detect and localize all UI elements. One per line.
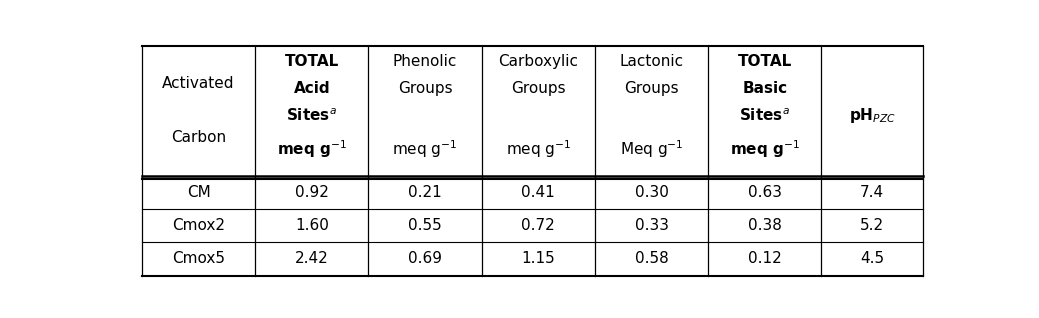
Text: Acid: Acid	[294, 81, 330, 96]
Text: 0.69: 0.69	[408, 252, 442, 266]
Text: Groups: Groups	[398, 81, 452, 96]
Text: 0.21: 0.21	[408, 185, 442, 200]
Text: TOTAL: TOTAL	[738, 54, 792, 69]
Text: Sites$^a$: Sites$^a$	[740, 107, 791, 124]
Text: Meq g$^{-1}$: Meq g$^{-1}$	[620, 139, 684, 160]
Text: 0.38: 0.38	[748, 218, 781, 233]
Text: Activated

Carbon: Activated Carbon	[162, 76, 235, 145]
Text: Groups: Groups	[511, 81, 565, 96]
Text: meq g$^{-1}$: meq g$^{-1}$	[506, 139, 571, 160]
Text: Lactonic: Lactonic	[619, 54, 684, 69]
Text: Sites$^a$: Sites$^a$	[287, 107, 338, 124]
Text: 0.41: 0.41	[522, 185, 555, 200]
Text: 7.4: 7.4	[860, 185, 884, 200]
Text: CM: CM	[187, 185, 211, 200]
Text: 0.12: 0.12	[748, 252, 781, 266]
Text: 0.33: 0.33	[635, 218, 669, 233]
Text: 0.72: 0.72	[522, 218, 555, 233]
Text: 0.58: 0.58	[635, 252, 668, 266]
Text: Basic: Basic	[742, 81, 788, 96]
Text: meq g$^{-1}$: meq g$^{-1}$	[729, 139, 800, 160]
Text: Carboxylic: Carboxylic	[499, 54, 579, 69]
Text: pH$_{PZC}$: pH$_{PZC}$	[849, 106, 896, 125]
Text: 1.15: 1.15	[522, 252, 555, 266]
Text: 0.55: 0.55	[408, 218, 442, 233]
Text: 2.42: 2.42	[295, 252, 328, 266]
Text: Cmox2: Cmox2	[172, 218, 225, 233]
Text: 5.2: 5.2	[860, 218, 884, 233]
Text: 4.5: 4.5	[860, 252, 884, 266]
Text: Cmox5: Cmox5	[172, 252, 225, 266]
Text: 0.30: 0.30	[635, 185, 668, 200]
Text: TOTAL: TOTAL	[285, 54, 339, 69]
Text: Phenolic: Phenolic	[393, 54, 457, 69]
Text: 0.63: 0.63	[748, 185, 782, 200]
Text: 1.60: 1.60	[295, 218, 328, 233]
Text: 0.92: 0.92	[295, 185, 328, 200]
Text: meq g$^{-1}$: meq g$^{-1}$	[393, 139, 458, 160]
Text: Groups: Groups	[624, 81, 678, 96]
Text: meq g$^{-1}$: meq g$^{-1}$	[276, 139, 347, 160]
